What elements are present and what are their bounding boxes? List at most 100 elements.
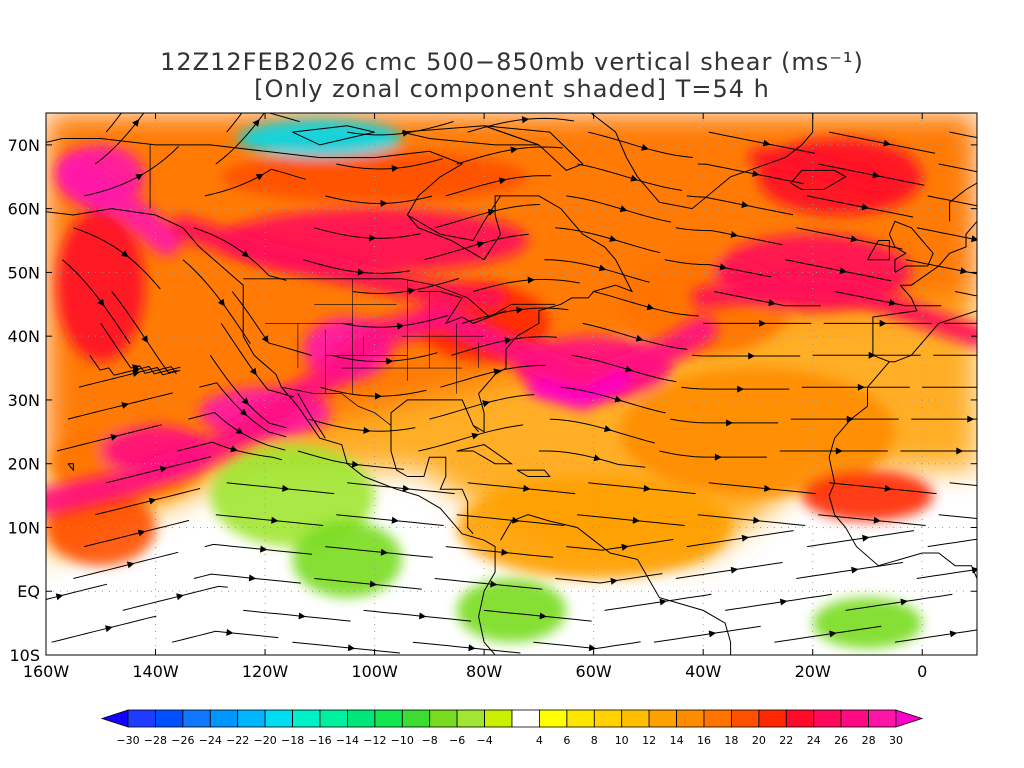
colorbar-label: 20 <box>752 734 766 747</box>
streamline <box>336 158 443 170</box>
streamline-arrowhead <box>873 516 881 524</box>
colorbar-segment <box>292 709 321 728</box>
colorbar-label: −6 <box>449 734 465 747</box>
streamline <box>593 291 699 317</box>
jet-ribbon <box>528 370 631 411</box>
colorbar-label: 12 <box>642 734 656 747</box>
streamline-arrowhead <box>614 395 623 403</box>
streamline-arrowhead <box>476 241 485 248</box>
jet-ribbon <box>748 148 888 193</box>
coastline <box>590 113 814 210</box>
streamline-arrowhead <box>708 630 717 638</box>
streamline-arrowhead <box>499 177 507 185</box>
streamline-arrowhead <box>850 235 859 243</box>
streamline-arrowhead <box>967 415 975 423</box>
colorbar-segment <box>346 709 376 728</box>
streamline-arrowhead <box>609 235 617 242</box>
streamline-arrowhead <box>369 580 377 588</box>
streamline-arrowhead <box>369 234 377 242</box>
coastline <box>867 240 890 261</box>
streamline-arrowhead <box>861 203 869 211</box>
colorbar-segment <box>237 709 266 728</box>
coastline <box>401 125 540 146</box>
streamline-arrowhead <box>949 630 958 638</box>
colorbar-segment <box>868 709 897 728</box>
streamline <box>659 450 767 458</box>
streamline <box>171 630 279 643</box>
streamline <box>916 568 977 579</box>
streamline-arrowhead <box>588 644 597 652</box>
streamline <box>451 336 558 356</box>
streamline <box>927 195 977 207</box>
coastline <box>949 182 977 222</box>
colorbar-label: 22 <box>779 734 793 747</box>
streamline <box>560 386 666 414</box>
colorbar-label: −26 <box>171 734 194 747</box>
streamline-arrowhead <box>397 322 405 330</box>
streamline-arrowhead <box>737 385 745 393</box>
streamline-arrowhead <box>978 384 985 391</box>
streamline-arrowhead <box>888 299 897 306</box>
streamline-arrowhead <box>971 235 977 243</box>
streamline <box>796 227 903 250</box>
streamline-arrowhead <box>407 287 416 295</box>
streamline-arrowhead <box>883 139 891 147</box>
streamline-arrowhead <box>391 165 399 172</box>
streamline-arrowhead <box>374 392 382 400</box>
streamline <box>686 530 794 548</box>
coastline <box>418 291 507 325</box>
streamline-arrowhead <box>239 408 248 416</box>
plot-area <box>46 113 996 655</box>
streamline-arrowhead <box>839 267 848 275</box>
coastline <box>516 469 551 477</box>
colorbar-label: −20 <box>253 734 276 747</box>
streamline <box>692 354 801 357</box>
jet-ribbon <box>692 274 977 348</box>
streamline <box>67 392 173 420</box>
streamline <box>73 551 179 579</box>
streamline <box>122 585 228 611</box>
colorbar-label: 4 <box>536 734 543 747</box>
coastline <box>67 463 74 472</box>
streamline <box>571 354 677 383</box>
streamline <box>445 546 554 558</box>
streamline-arrowhead <box>126 561 135 569</box>
streamline <box>440 364 546 388</box>
colorbar-label: −24 <box>199 734 222 747</box>
jet-ribbon <box>58 155 182 256</box>
streamline <box>467 482 576 495</box>
colorbar-label: −28 <box>144 734 167 747</box>
streamline <box>314 578 422 590</box>
streamline <box>938 514 977 520</box>
streamline-arrowhead <box>97 298 105 307</box>
streamline <box>226 482 335 495</box>
streamline <box>549 418 655 444</box>
colorbar-left-arrow <box>100 709 129 728</box>
streamline <box>84 146 179 197</box>
streamline <box>708 482 817 495</box>
streamline-arrowhead <box>135 174 144 181</box>
streamline <box>193 573 301 584</box>
streamline-arrowhead <box>741 201 749 208</box>
axis-ticks <box>45 113 977 656</box>
streamline <box>949 482 977 487</box>
streamline <box>204 543 313 555</box>
colorbar-label: −16 <box>308 734 331 747</box>
streamline <box>905 259 977 275</box>
colorbar-segment <box>648 709 677 728</box>
streamline <box>111 291 178 374</box>
streamline <box>949 131 977 139</box>
coastline <box>46 208 496 655</box>
shear-blob <box>210 444 375 547</box>
streamline-arrowhead <box>471 432 480 440</box>
streamline-arrowhead <box>512 516 520 524</box>
streamline-arrowhead <box>635 334 644 342</box>
streamline <box>209 355 287 429</box>
streamline-arrowhead <box>504 337 513 345</box>
streamline <box>94 113 145 165</box>
streamline <box>445 175 552 197</box>
colorbar-segment <box>703 709 732 728</box>
streamline <box>51 615 157 643</box>
streamline <box>467 117 575 133</box>
streamline-arrowhead <box>989 352 996 359</box>
